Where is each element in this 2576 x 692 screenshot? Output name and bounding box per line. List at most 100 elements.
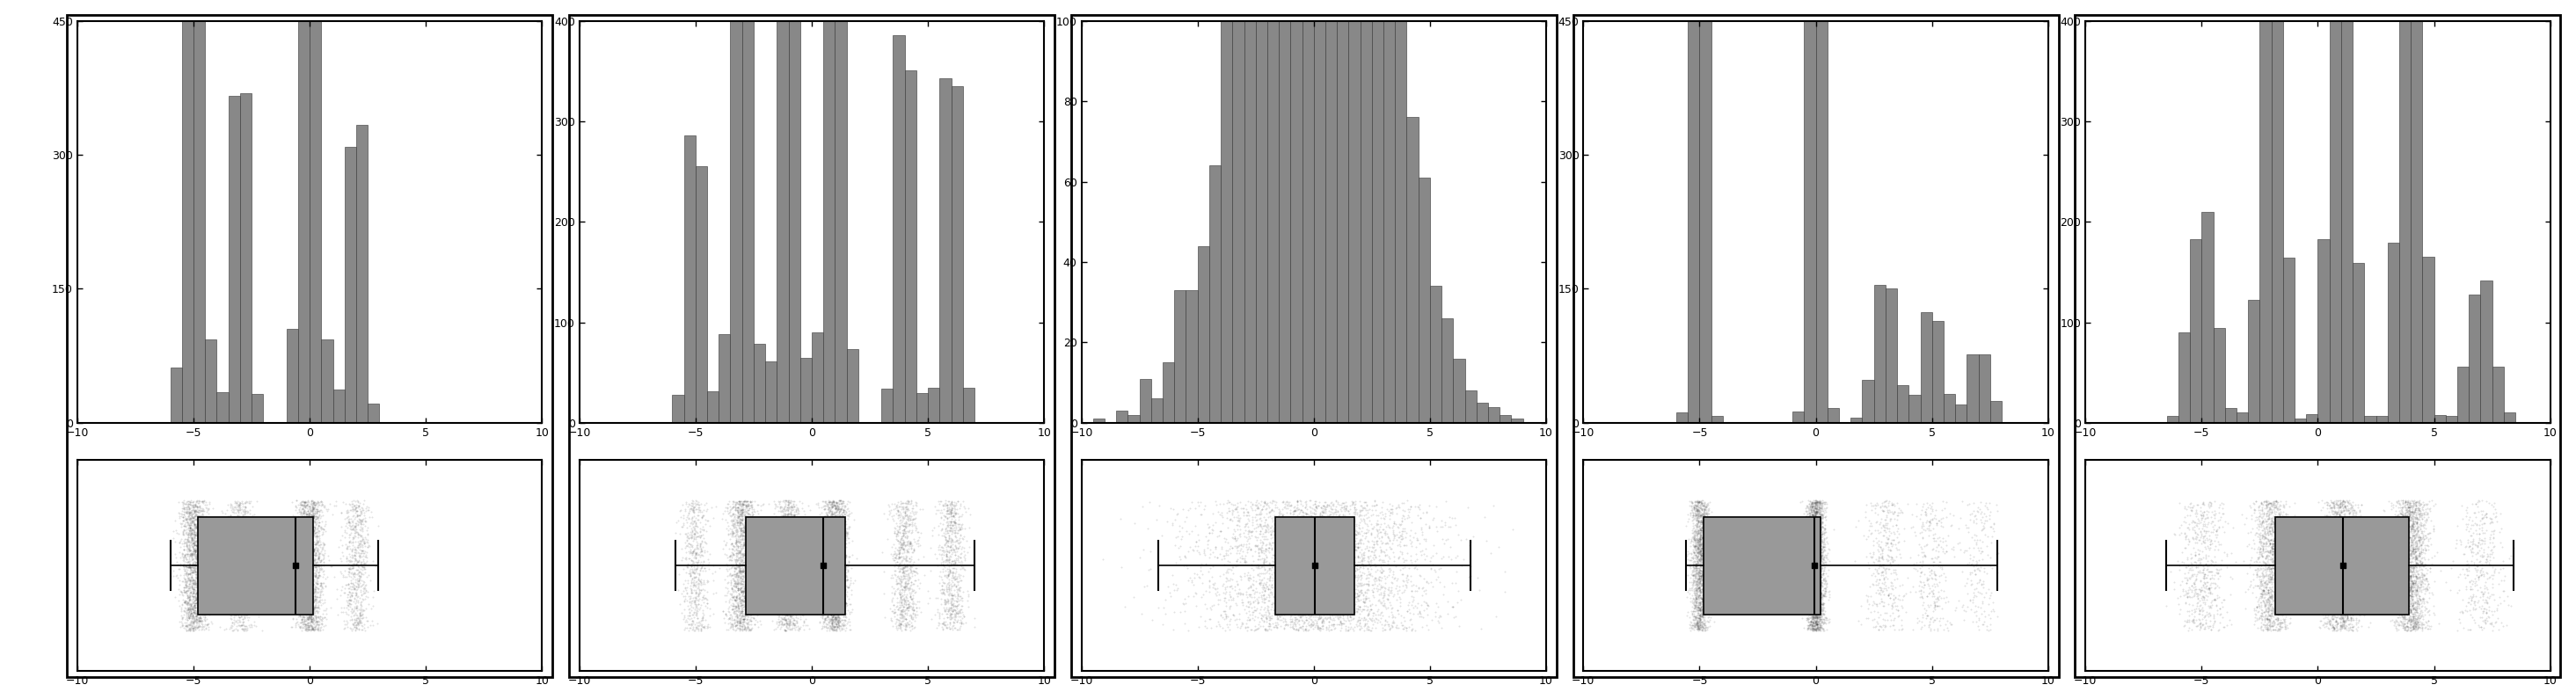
Point bbox=[1350, 527, 1391, 538]
Point bbox=[1352, 536, 1394, 547]
Point bbox=[2388, 541, 2429, 552]
Point bbox=[173, 525, 214, 536]
Point bbox=[232, 529, 273, 540]
Point bbox=[2254, 601, 2295, 612]
Point bbox=[719, 588, 760, 599]
Point bbox=[283, 567, 325, 578]
Point bbox=[729, 580, 770, 591]
Point bbox=[337, 495, 379, 507]
Point bbox=[2324, 576, 2365, 587]
Point bbox=[930, 552, 971, 563]
Point bbox=[775, 573, 817, 584]
Point bbox=[175, 514, 216, 525]
Point bbox=[714, 608, 755, 619]
Point bbox=[1298, 523, 1340, 534]
Point bbox=[726, 565, 768, 576]
Point bbox=[2318, 590, 2360, 601]
Point bbox=[876, 552, 917, 563]
Point bbox=[1432, 601, 1473, 612]
Point bbox=[2269, 518, 2311, 529]
Point bbox=[1239, 498, 1280, 509]
Point bbox=[1334, 590, 1376, 601]
Point bbox=[286, 549, 327, 561]
Point bbox=[822, 595, 863, 606]
Point bbox=[1677, 613, 1718, 624]
Point bbox=[801, 512, 842, 523]
Point bbox=[770, 509, 811, 520]
Point bbox=[1682, 560, 1723, 571]
Point bbox=[2241, 623, 2282, 635]
Point bbox=[1680, 496, 1721, 507]
Point bbox=[1793, 619, 1834, 630]
Point bbox=[762, 608, 804, 619]
Point bbox=[773, 618, 814, 629]
Point bbox=[294, 590, 335, 601]
Point bbox=[2318, 534, 2360, 545]
Point bbox=[677, 585, 719, 596]
Point bbox=[1278, 595, 1319, 606]
Point bbox=[2311, 511, 2352, 522]
Point bbox=[1352, 586, 1394, 597]
Point bbox=[2311, 528, 2352, 539]
Point bbox=[2375, 563, 2416, 574]
Point bbox=[175, 622, 216, 633]
Point bbox=[873, 554, 914, 565]
Point bbox=[775, 565, 817, 576]
Point bbox=[276, 529, 317, 540]
Point bbox=[286, 551, 327, 562]
Point bbox=[216, 547, 258, 558]
Point bbox=[1301, 513, 1342, 525]
Point bbox=[1680, 567, 1721, 578]
Point bbox=[1958, 614, 1999, 626]
Point bbox=[335, 603, 376, 614]
Point bbox=[817, 612, 858, 623]
Point bbox=[229, 530, 270, 541]
Point bbox=[2447, 534, 2488, 545]
Point bbox=[232, 621, 273, 632]
Point bbox=[2326, 569, 2367, 580]
Point bbox=[2383, 615, 2424, 626]
Point bbox=[884, 601, 925, 612]
Point bbox=[762, 580, 804, 591]
Point bbox=[2182, 498, 2223, 509]
Point bbox=[1795, 601, 1837, 612]
Point bbox=[822, 592, 863, 603]
Point bbox=[183, 495, 224, 507]
Point bbox=[286, 511, 327, 522]
Point bbox=[724, 527, 765, 538]
Point bbox=[170, 565, 211, 576]
Point bbox=[1244, 590, 1285, 601]
Point bbox=[2231, 543, 2272, 554]
Point bbox=[330, 598, 371, 609]
Point bbox=[1221, 621, 1262, 632]
Point bbox=[167, 595, 209, 606]
Point bbox=[2329, 623, 2370, 634]
Point bbox=[1275, 579, 1316, 590]
Point bbox=[167, 554, 209, 565]
Point bbox=[2393, 534, 2434, 545]
Point bbox=[224, 603, 265, 614]
Point bbox=[1386, 503, 1427, 514]
Point bbox=[167, 572, 209, 583]
Point bbox=[283, 534, 325, 545]
Point bbox=[1965, 500, 2007, 511]
Point bbox=[2393, 622, 2434, 633]
Point bbox=[2184, 569, 2226, 580]
Point bbox=[1252, 522, 1293, 533]
Point bbox=[1303, 500, 1345, 511]
Point bbox=[1795, 507, 1837, 518]
Bar bbox=[1221, 0, 1231, 423]
Point bbox=[1687, 579, 1728, 590]
Point bbox=[819, 535, 860, 546]
Point bbox=[222, 613, 263, 624]
Point bbox=[1801, 604, 1842, 615]
Point bbox=[1798, 537, 1839, 548]
Point bbox=[1868, 590, 1909, 601]
Point bbox=[2264, 600, 2306, 611]
Point bbox=[281, 607, 322, 618]
Point bbox=[721, 565, 762, 576]
Point bbox=[1321, 554, 1363, 565]
Point bbox=[2460, 570, 2501, 581]
Point bbox=[291, 495, 332, 506]
Point bbox=[2403, 530, 2445, 541]
